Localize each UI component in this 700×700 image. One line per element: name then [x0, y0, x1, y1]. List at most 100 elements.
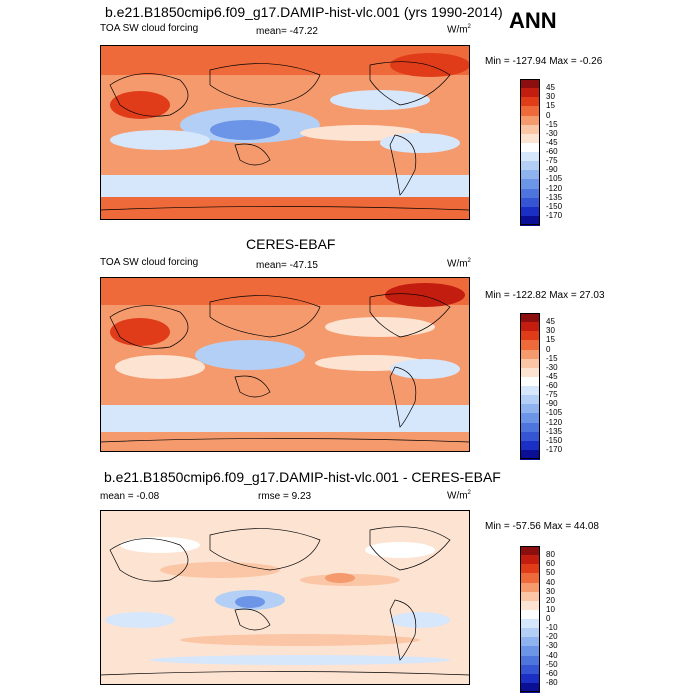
- colorbar-swatch: [520, 161, 540, 171]
- colorbar-tick-label: -60: [546, 668, 558, 678]
- colorbar-swatch: [520, 188, 540, 199]
- colorbar-swatch: [520, 440, 540, 451]
- panel3-title: b.e21.B1850cmip6.f09_g17.DAMIP-hist-vlc.…: [104, 469, 501, 485]
- colorbar-swatch: [520, 313, 540, 323]
- colorbar-swatch: [520, 358, 540, 369]
- colorbar-tick-label: 80: [546, 550, 555, 560]
- panel2-minmax: Min = -122.82 Max = 27.03: [485, 290, 605, 301]
- panel3-minmax: Min = -57.56 Max = 44.08: [485, 521, 599, 532]
- colorbar-tick-label: 10: [546, 604, 555, 614]
- colorbar-tick-label: -30: [546, 362, 558, 372]
- colorbar-swatch: [520, 386, 540, 396]
- colorbar-tick-label: -75: [546, 156, 558, 166]
- colorbar-swatch: [520, 97, 540, 107]
- colorbar-tick-label: -50: [546, 659, 558, 669]
- colorbar-swatch: [520, 115, 540, 126]
- colorbar-swatch: [520, 340, 540, 350]
- colorbar-swatch: [520, 106, 540, 116]
- colorbar-tick-label: -135: [546, 192, 563, 202]
- colorbar-swatch: [520, 170, 540, 180]
- colorbar-tick-label: -120: [546, 183, 563, 193]
- colorbar-tick-label: 15: [546, 335, 555, 345]
- colorbar-swatch: [520, 619, 540, 629]
- colorbar-tick-label: -90: [546, 399, 558, 409]
- panel3-map: [100, 510, 470, 685]
- colorbar-swatch: [520, 215, 540, 226]
- colorbar-swatch: [520, 628, 540, 638]
- panel2-units: W/m2: [447, 258, 471, 270]
- colorbar-swatch: [520, 682, 540, 693]
- colorbar-swatch: [520, 573, 540, 583]
- colorbar-swatch: [520, 206, 540, 217]
- colorbar-swatch: [520, 367, 540, 378]
- colorbar-tick-label: -135: [546, 426, 563, 436]
- panel3-colorbar: 80 60 50 40 30 20 10 0 -10 -20 -30 -40 -50 -60 -80: [520, 546, 558, 693]
- colorbar-tick-label: -15: [546, 119, 558, 129]
- colorbar-tick-label: 30: [546, 92, 555, 102]
- panel1-minmax: Min = -127.94 Max = -0.26: [485, 56, 603, 67]
- panel1-units: W/m2: [447, 24, 471, 36]
- colorbar-tick-label: 45: [546, 83, 555, 93]
- colorbar-swatch: [520, 431, 540, 442]
- colorbar-swatch: [520, 449, 540, 460]
- season-label: ANN: [509, 8, 557, 33]
- colorbar-tick-label: 0: [546, 344, 551, 354]
- colorbar-tick-label: -170: [546, 210, 563, 220]
- panel3-units: W/m2: [447, 490, 471, 502]
- colorbar-tick-label: 0: [546, 614, 551, 623]
- panel2-title: CERES-EBAF: [246, 236, 336, 252]
- colorbar-tick-label: -170: [546, 444, 563, 454]
- colorbar-tick-label: 0: [546, 110, 551, 120]
- colorbar-tick-label: -150: [546, 435, 563, 445]
- colorbar-tick-label: -45: [546, 371, 558, 381]
- colorbar-tick-label: -80: [546, 677, 558, 687]
- colorbar-tick-label: -15: [546, 353, 558, 363]
- colorbar-tick-label: -60: [546, 381, 558, 390]
- colorbar-swatch: [520, 600, 540, 611]
- colorbar-tick-label: -105: [546, 408, 563, 418]
- colorbar-tick-label: -30: [546, 128, 558, 138]
- colorbar-swatch: [520, 197, 540, 208]
- colorbar-swatch: [520, 133, 540, 144]
- colorbar-tick-label: -150: [546, 201, 563, 211]
- colorbar-swatch: [520, 673, 540, 684]
- colorbar-tick-label: 45: [546, 317, 555, 327]
- panel1-left-label: TOA SW cloud forcing: [100, 23, 199, 34]
- colorbar-swatch: [520, 413, 540, 423]
- colorbar-tick-label: -90: [546, 165, 558, 175]
- colorbar-swatch: [520, 655, 540, 666]
- colorbar-tick-label: -40: [546, 650, 558, 660]
- colorbar-swatch: [520, 637, 540, 647]
- colorbar-swatch: [520, 322, 540, 332]
- colorbar-swatch: [520, 555, 540, 565]
- panel2-mean-label: mean= -47.15: [256, 260, 318, 271]
- panel3-mean-label: mean = -0.08: [100, 491, 160, 502]
- colorbar-swatch: [520, 546, 540, 556]
- colorbar-tick-label: -10: [546, 623, 558, 633]
- colorbar-tick-label: 50: [546, 568, 555, 578]
- panel2-left-label: TOA SW cloud forcing: [100, 257, 199, 268]
- colorbar-tick-label: -120: [546, 417, 563, 427]
- main-title: b.e21.B1850cmip6.f09_g17.DAMIP-hist-vlc.…: [105, 4, 503, 20]
- colorbar-tick-label: -30: [546, 641, 558, 651]
- colorbar-swatch: [520, 609, 540, 620]
- colorbar-tick-label: 40: [546, 577, 555, 587]
- colorbar-swatch: [520, 404, 540, 414]
- colorbar-tick-label: -75: [546, 390, 558, 400]
- colorbar-tick-label: 30: [546, 326, 555, 336]
- colorbar-tick-label: 20: [546, 595, 555, 605]
- colorbar-swatch: [520, 331, 540, 341]
- colorbar-tick-label: 60: [546, 559, 555, 569]
- colorbar-tick-label: 30: [546, 586, 555, 596]
- colorbar-tick-label: -20: [546, 632, 558, 642]
- colorbar-swatch: [520, 88, 540, 98]
- colorbar-swatch: [520, 349, 540, 360]
- colorbar-swatch: [520, 124, 540, 135]
- colorbar-swatch: [520, 152, 540, 162]
- colorbar-swatch: [520, 564, 540, 574]
- colorbar-swatch: [520, 179, 540, 189]
- panel2-colorbar: 45 30 15 0 -15 -30 -45 -60 -75 -90 -105 -120 -135 -15…: [520, 313, 562, 460]
- colorbar-swatch: [520, 422, 540, 433]
- panel1-colorbar: 45 30 15 0 -15 -30 -45 -60 -75 -90 -105 -120 -135 -15…: [520, 79, 562, 226]
- colorbar-swatch: [520, 376, 540, 387]
